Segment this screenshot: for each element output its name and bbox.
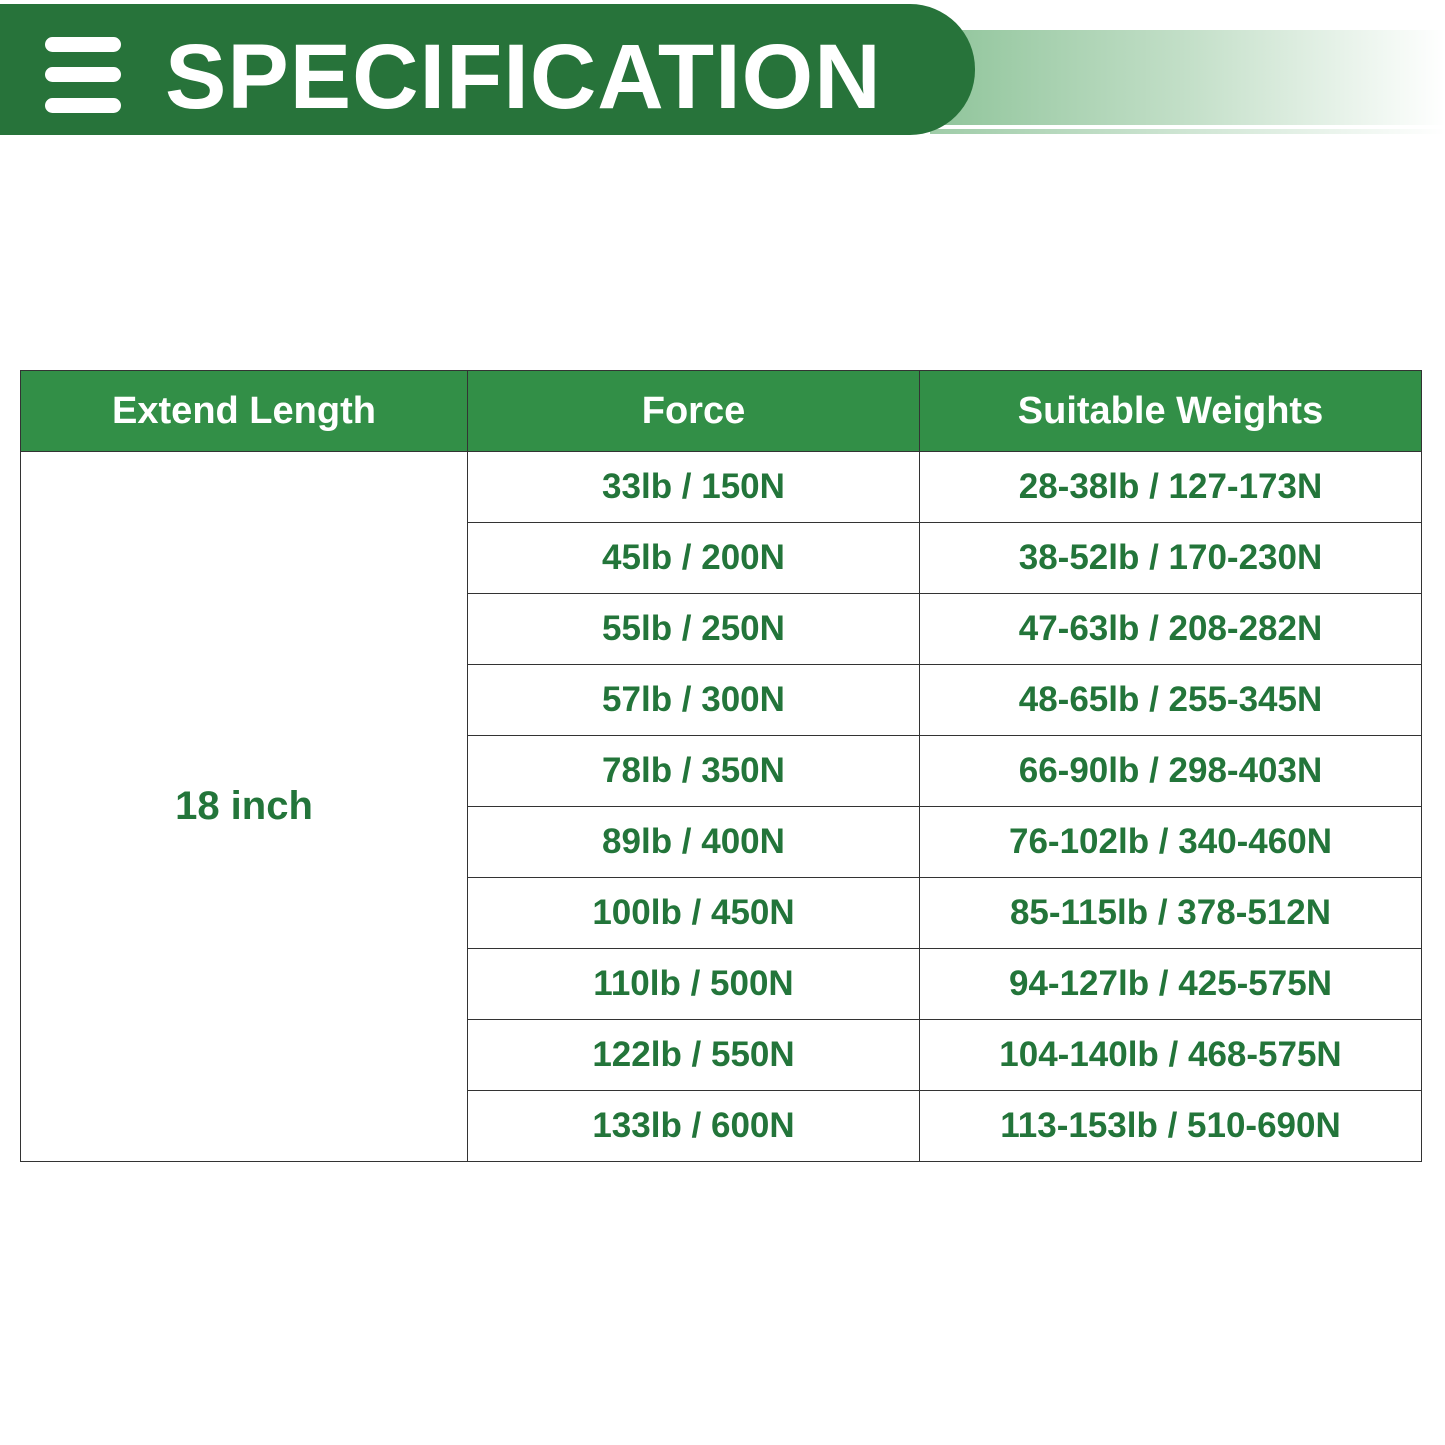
menu-icon (45, 37, 121, 113)
banner-gradient-stripe (930, 30, 1445, 125)
force-cell: 45lb / 200N (467, 522, 920, 594)
weights-cell: 76-102lb / 340-460N (919, 806, 1422, 878)
table-row: 110lb / 500N 94-127lb / 425-575N (21, 948, 1422, 1020)
weights-cell: 85-115lb / 378-512N (919, 877, 1422, 949)
table-row: 18 inch 33lb / 150N 28-38lb / 127-173N (20, 451, 1422, 1162)
force-cell: 33lb / 150N (467, 451, 920, 523)
force-cell: 100lb / 450N (467, 877, 920, 949)
weights-cell: 113-153lb / 510-690N (919, 1090, 1422, 1162)
spec-banner: SPECIFICATION (0, 4, 975, 135)
force-cell: 78lb / 350N (467, 735, 920, 807)
weights-cell: 94-127lb / 425-575N (919, 948, 1422, 1020)
weights-cell: 104-140lb / 468-575N (919, 1019, 1422, 1091)
spec-table: Extend Length Force Suitable Weights 18 … (20, 370, 1422, 1162)
banner-underline (930, 129, 1445, 134)
weights-cell: 47-63lb / 208-282N (919, 593, 1422, 665)
table-row: 45lb / 200N 38-52lb / 170-230N (21, 522, 1422, 594)
force-cell: 133lb / 600N (467, 1090, 920, 1162)
header-extend-length: Extend Length (20, 370, 468, 452)
weights-cell: 48-65lb / 255-345N (919, 664, 1422, 736)
force-cell: 57lb / 300N (467, 664, 920, 736)
table-row: 89lb / 400N 76-102lb / 340-460N (21, 806, 1422, 878)
table-row: 100lb / 450N 85-115lb / 378-512N (21, 877, 1422, 949)
force-cell: 55lb / 250N (467, 593, 920, 665)
table-row: 122lb / 550N 104-140lb / 468-575N (21, 1019, 1422, 1091)
header-force: Force (467, 370, 920, 452)
force-cell: 89lb / 400N (467, 806, 920, 878)
weights-cell: 38-52lb / 170-230N (919, 522, 1422, 594)
header-suitable-weights: Suitable Weights (919, 370, 1422, 452)
table-header-row: Extend Length Force Suitable Weights (20, 370, 1422, 452)
table-row: 57lb / 300N 48-65lb / 255-345N (21, 664, 1422, 736)
extend-length-cell: 18 inch (20, 451, 468, 1162)
table-row: 133lb / 600N 113-153lb / 510-690N (21, 1090, 1422, 1162)
weights-cell: 28-38lb / 127-173N (919, 451, 1422, 523)
force-cell: 122lb / 550N (467, 1019, 920, 1091)
banner-title: SPECIFICATION (165, 26, 882, 128)
weights-cell: 66-90lb / 298-403N (919, 735, 1422, 807)
force-cell: 110lb / 500N (467, 948, 920, 1020)
